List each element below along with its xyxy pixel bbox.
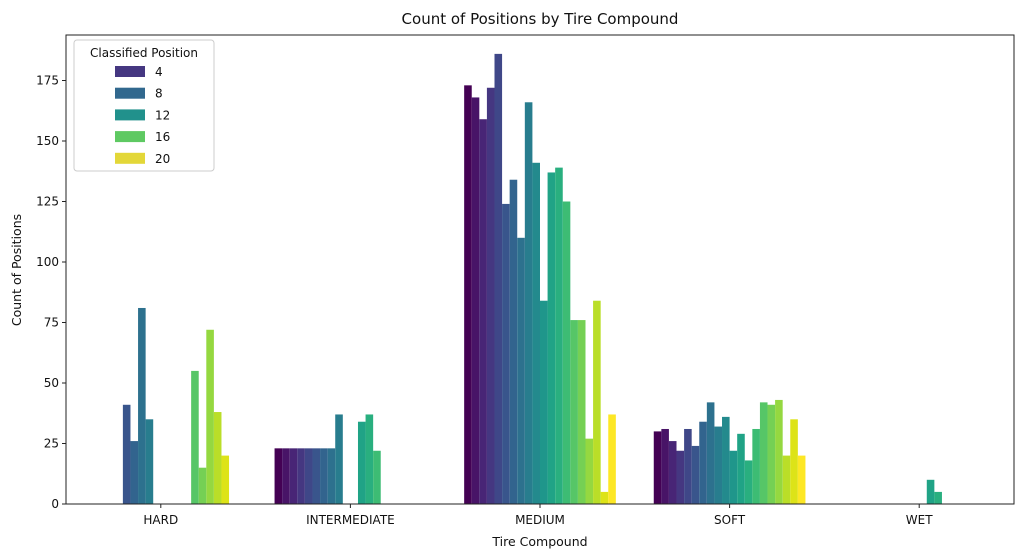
bars-group — [122, 53, 942, 505]
bar-soft-pos-18 — [782, 455, 791, 504]
bar-medium-pos-15 — [570, 320, 578, 504]
bar-medium-pos-16 — [577, 320, 586, 504]
bar-wet-pos-12 — [926, 479, 935, 504]
y-axis-label: Count of Positions — [9, 214, 24, 326]
bar-soft-pos-13 — [744, 460, 753, 504]
bar-intermediate-pos-9 — [335, 414, 343, 504]
bar-wet-pos-13 — [934, 491, 942, 504]
bar-medium-pos-18 — [593, 300, 601, 504]
bar-soft-pos-11 — [729, 450, 738, 504]
bar-soft-pos-4 — [676, 450, 685, 504]
y-tick-label: 150 — [36, 134, 59, 148]
legend: Classified Position 4 8 12 16 20 — [73, 39, 215, 172]
legend-swatch — [115, 66, 145, 77]
bar-hard-pos-16 — [198, 467, 207, 504]
y-axis: 0 25 50 75 100 125 150 175 — [36, 74, 66, 511]
x-tick-label: SOFT — [714, 513, 746, 527]
bar-medium-pos-19 — [600, 491, 609, 504]
bar-soft-pos-14 — [752, 428, 760, 504]
bar-soft-pos-16 — [767, 404, 776, 504]
bar-intermediate-pos-13 — [365, 414, 374, 504]
bar-soft-pos-5 — [684, 428, 692, 504]
bar-medium-pos-17 — [585, 438, 594, 504]
bar-intermediate-pos-7 — [320, 448, 328, 504]
legend-swatch — [115, 87, 145, 99]
bar-medium-pos-14 — [562, 201, 571, 504]
bar-soft-pos-8 — [706, 402, 715, 504]
x-axis: HARD INTERMEDIATE MEDIUM SOFT WET — [143, 504, 933, 527]
legend-swatch — [115, 109, 145, 121]
y-tick-label: 25 — [44, 437, 59, 451]
bar-intermediate-pos-2 — [282, 448, 290, 504]
bar-hard-pos-6 — [122, 404, 131, 504]
bar-medium-pos-8 — [517, 237, 525, 505]
y-tick-label: 0 — [51, 497, 59, 511]
bar-intermediate-pos-4 — [297, 448, 305, 504]
bar-medium-pos-9 — [524, 102, 533, 504]
bar-soft-pos-1 — [653, 431, 662, 504]
bar-intermediate-pos-8 — [327, 448, 336, 504]
bar-soft-pos-3 — [668, 441, 677, 504]
chart-title: Count of Positions by Tire Compound — [402, 10, 679, 28]
legend-title: Classified Position — [90, 46, 198, 60]
x-tick-label: MEDIUM — [515, 513, 565, 527]
bar-medium-pos-2 — [471, 97, 480, 504]
bar-medium-pos-6 — [502, 203, 510, 505]
bar-soft-pos-20 — [797, 455, 806, 504]
bar-medium-pos-20 — [608, 414, 616, 504]
bar-hard-pos-15 — [191, 370, 199, 504]
bar-hard-pos-8 — [138, 307, 146, 504]
x-tick-label: WET — [906, 513, 933, 527]
y-tick-label: 75 — [44, 316, 59, 330]
plot-frame — [65, 34, 1015, 505]
bar-medium-pos-10 — [532, 162, 540, 504]
bar-soft-pos-15 — [759, 402, 768, 504]
x-axis-label: Tire Compound — [491, 534, 587, 549]
bar-hard-pos-7 — [130, 441, 139, 504]
bar-soft-pos-6 — [691, 445, 700, 504]
legend-swatch — [115, 131, 145, 143]
bar-intermediate-pos-12 — [357, 421, 366, 504]
bar-hard-pos-19 — [221, 455, 230, 504]
bar-hard-pos-18 — [213, 412, 222, 504]
bar-soft-pos-19 — [790, 419, 798, 504]
bar-medium-pos-11 — [540, 300, 548, 504]
legend-label: 12 — [155, 108, 170, 122]
y-tick-label: 50 — [44, 376, 59, 390]
legend-swatch — [115, 152, 145, 164]
bar-intermediate-pos-3 — [289, 448, 298, 504]
legend-box — [73, 39, 215, 172]
bar-soft-pos-7 — [699, 421, 707, 504]
x-tick-label: HARD — [143, 513, 178, 527]
legend-label: 8 — [155, 87, 163, 101]
x-tick-label: INTERMEDIATE — [306, 513, 395, 527]
bar-intermediate-pos-5 — [304, 448, 313, 504]
bar-medium-pos-4 — [486, 87, 495, 504]
bar-soft-pos-10 — [722, 416, 730, 504]
bar-intermediate-pos-14 — [373, 450, 381, 504]
y-tick-label: 125 — [36, 195, 59, 209]
bar-soft-pos-2 — [661, 428, 669, 504]
legend-label: 16 — [155, 130, 170, 144]
bar-hard-pos-9 — [145, 419, 154, 504]
bar-medium-pos-5 — [494, 53, 503, 504]
bar-intermediate-pos-1 — [274, 448, 283, 504]
bar-medium-pos-7 — [509, 179, 518, 504]
bar-soft-pos-12 — [737, 433, 745, 504]
bar-medium-pos-1 — [464, 85, 472, 504]
bar-soft-pos-17 — [775, 399, 783, 504]
bar-hard-pos-17 — [206, 329, 214, 504]
bar-soft-pos-9 — [714, 426, 723, 504]
legend-label: 20 — [155, 152, 170, 166]
bar-medium-pos-3 — [479, 119, 487, 504]
y-tick-label: 175 — [36, 74, 59, 88]
y-tick-label: 100 — [36, 255, 59, 269]
legend-label: 4 — [155, 65, 163, 79]
bar-intermediate-pos-6 — [312, 448, 321, 504]
bar-medium-pos-13 — [555, 167, 563, 504]
bar-medium-pos-12 — [547, 172, 556, 504]
